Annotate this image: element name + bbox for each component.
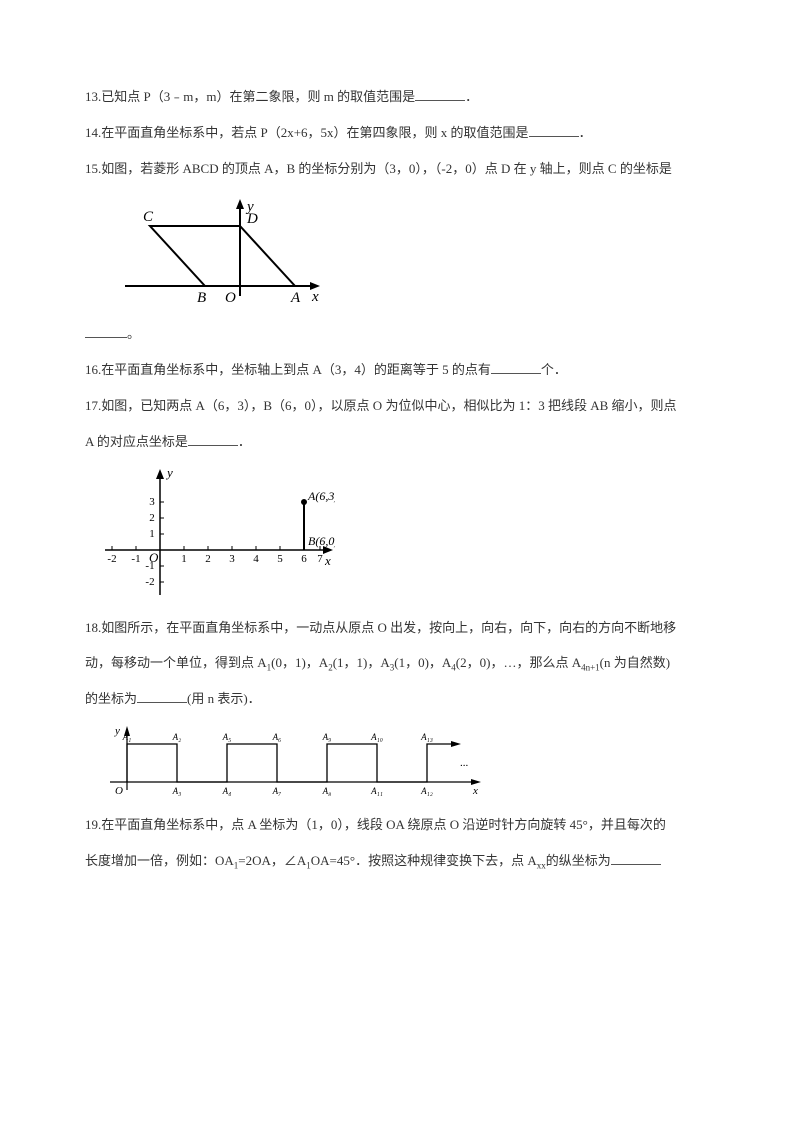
figure-staircase: A₁ A₂ A₅ A₆ A₉ A₁₀ A₁₃ A₃ A₄ A₇ A₈ A₁₁ A₁₂ ...…: [105, 722, 715, 802]
problem-15: 15.如图，若菱形 ABCD 的顶点 A，B 的坐标分别为（3，0），（-2，0…: [85, 152, 715, 186]
svg-text:5: 5: [277, 553, 283, 565]
svg-text:A₉: A₉: [322, 732, 332, 742]
label-O: O: [225, 290, 236, 306]
svg-text:A₅: A₅: [222, 732, 232, 742]
svg-text:2: 2: [205, 553, 211, 565]
svg-text:3: 3: [229, 553, 235, 565]
svg-text:A₆: A₆: [272, 732, 282, 742]
q14-text: 14.在平面直角坐标系中，若点 P（2x+6，5x）在第四象限，则 x 的取值范…: [85, 125, 529, 140]
problem-19b: 长度增加一倍，例如：OA1=2OA，∠A1OA=45°．按照这种规律变换下去，点…: [85, 844, 715, 878]
q19-l2d: 的纵坐标为: [546, 853, 611, 868]
coord-ab-svg: -2-1 123 456 7 123 -1-2 O x y A(6,3) B(6…: [105, 465, 335, 605]
q17-blank: [188, 432, 238, 446]
label-B60: B(6,0): [308, 534, 335, 548]
svg-text:A₁₀: A₁₀: [370, 732, 383, 742]
problem-18c: 的坐标为 (用 n 表示)．: [85, 682, 715, 716]
q13-blank: [415, 87, 465, 101]
problem-18b: 动，每移动一个单位，得到点 A1(0，1)，A2(1，1)，A3(1，0)，A4…: [85, 646, 715, 680]
svg-text:-2: -2: [107, 553, 116, 565]
q18-l2c: (1，1)，A: [333, 655, 390, 670]
svg-text:1: 1: [149, 528, 155, 540]
svg-text:1: 1: [181, 553, 187, 565]
q18-l1: 18.如图所示，在平面直角坐标系中，一动点从原点 O 出发，按向上，向右，向下，…: [85, 620, 676, 635]
q18-l2e: (2，0)，…，那么点 A: [456, 655, 581, 670]
svg-text:A₂: A₂: [172, 732, 182, 742]
svg-text:A₄: A₄: [222, 786, 232, 796]
svg-text:3: 3: [149, 496, 155, 508]
q16-blank: [491, 360, 541, 374]
q14-blank: [529, 123, 579, 137]
q15-text: 15.如图，若菱形 ABCD 的顶点 A，B 的坐标分别为（3，0），（-2，0…: [85, 161, 672, 176]
svg-text:2: 2: [149, 512, 155, 524]
q16-text: 16.在平面直角坐标系中，坐标轴上到点 A（3，4）的距离等于 5 的点有: [85, 362, 491, 377]
svg-text:-2: -2: [145, 576, 154, 588]
q18-l2d: (1，0)，A: [394, 655, 451, 670]
label-x: x: [324, 553, 331, 568]
q18-l3b: (用 n 表示)．: [187, 691, 261, 706]
label-A63: A(6,3): [307, 489, 335, 503]
figure-rhombus: y x C D B O A: [105, 191, 715, 311]
problem-18: 18.如图所示，在平面直角坐标系中，一动点从原点 O 出发，按向上，向右，向下，…: [85, 611, 715, 645]
svg-text:A₇: A₇: [272, 786, 282, 796]
label-C: C: [143, 209, 154, 225]
staircase-svg: A₁ A₂ A₅ A₆ A₉ A₁₀ A₁₃ A₃ A₄ A₇ A₈ A₁₁ A₁₂ ...…: [105, 722, 485, 802]
q14-period: ．: [579, 125, 592, 140]
q18-l2b: (0，1)，A: [271, 655, 328, 670]
label-O: O: [149, 550, 159, 565]
label-x: x: [472, 785, 478, 797]
problem-13: 13.已知点 P（3﹣m，m）在第二象限，则 m 的取值范围是 ．: [85, 80, 715, 114]
svg-text:A₁₃: A₁₃: [420, 732, 433, 742]
label-D: D: [246, 211, 258, 227]
q19-sxx: xx: [537, 861, 546, 871]
svg-text:A₃: A₃: [172, 786, 182, 796]
svg-text:7: 7: [317, 553, 323, 565]
svg-text:A₁₁: A₁₁: [370, 786, 383, 796]
q17-line1: 17.如图，已知两点 A（6，3），B（6，0），以原点 O 为位似中心，相似比…: [85, 398, 677, 413]
problem-16: 16.在平面直角坐标系中，坐标轴上到点 A（3，4）的距离等于 5 的点有 个．: [85, 353, 715, 387]
q18-l3a: 的坐标为: [85, 691, 137, 706]
ellipsis: ...: [460, 757, 469, 769]
svg-text:4: 4: [253, 553, 259, 565]
problem-19: 19.在平面直角坐标系中，点 A 坐标为（1，0），线段 OA 绕原点 O 沿逆…: [85, 808, 715, 842]
label-y: y: [114, 725, 120, 737]
q18-blank: [137, 689, 187, 703]
svg-text:6: 6: [301, 553, 307, 565]
q13-period: ．: [465, 89, 478, 104]
problem-15-end: 。: [85, 317, 715, 351]
label-A: A: [290, 290, 301, 306]
page-content: 13.已知点 P（3﹣m，m）在第二象限，则 m 的取值范围是 ． 14.在平面直…: [0, 0, 800, 930]
q15-period: 。: [127, 326, 140, 341]
q18-l2a: 动，每移动一个单位，得到点 A: [85, 655, 267, 670]
label-O: O: [115, 785, 123, 797]
svg-text:A₁: A₁: [122, 732, 132, 742]
figure-coord-ab: -2-1 123 456 7 123 -1-2 O x y A(6,3) B(6…: [105, 465, 715, 605]
rhombus-svg: y x C D B O A: [105, 191, 325, 311]
svg-text:A₈: A₈: [322, 786, 332, 796]
label-y: y: [165, 465, 173, 480]
problem-17b: A 的对应点坐标是 ．: [85, 425, 715, 459]
problem-17: 17.如图，已知两点 A（6，3），B（6，0），以原点 O 为位似中心，相似比…: [85, 389, 715, 423]
label-x: x: [311, 289, 319, 305]
svg-text:-1: -1: [131, 553, 140, 565]
q19-l1: 19.在平面直角坐标系中，点 A 坐标为（1，0），线段 OA 绕原点 O 沿逆…: [85, 817, 666, 832]
q19-l2b: =2OA，∠A: [238, 853, 306, 868]
q16-tail: 个．: [541, 362, 567, 377]
label-B: B: [197, 290, 206, 306]
q18-l2f: (n 为自然数): [600, 655, 670, 670]
q19-l2c: OA=45°．按照这种规律变换下去，点 A: [311, 853, 537, 868]
q13-text: 13.已知点 P（3﹣m，m）在第二象限，则 m 的取值范围是: [85, 89, 415, 104]
svg-text:A₁₂: A₁₂: [420, 786, 433, 796]
q17-line2b: ．: [238, 434, 251, 449]
q19-l2a: 长度增加一倍，例如：OA: [85, 853, 234, 868]
q18-s4n1: 4n+1: [581, 663, 600, 673]
q17-line2a: A 的对应点坐标是: [85, 434, 188, 449]
q19-blank: [611, 851, 661, 865]
problem-14: 14.在平面直角坐标系中，若点 P（2x+6，5x）在第四象限，则 x 的取值范…: [85, 116, 715, 150]
q15-blank: [85, 324, 127, 338]
